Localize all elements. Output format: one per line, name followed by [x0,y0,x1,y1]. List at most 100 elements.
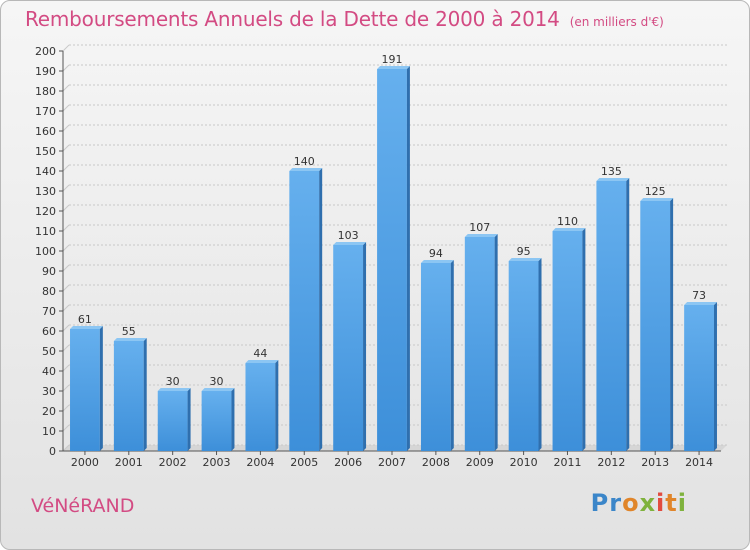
y-tick-label: 170 [35,105,56,118]
bar-value-label: 95 [517,245,531,258]
bar-top [157,388,191,391]
x-tick-label: 2005 [290,456,318,469]
gridline-depth [62,324,70,332]
x-tick-label: 2003 [203,456,231,469]
y-tick-label: 200 [35,45,56,58]
gridline-depth [62,344,70,352]
bar-top [640,198,674,201]
y-tick-label: 150 [35,145,56,158]
gridline-depth [62,284,70,292]
bar-value-label: 140 [294,155,315,168]
x-tick-label: 2004 [246,456,274,469]
bar [640,201,671,451]
y-tick-label: 100 [35,245,56,258]
bar-value-label: 103 [338,229,359,242]
bar [289,171,320,451]
bar-top [289,168,323,171]
bar-side [450,260,454,451]
y-tick-label: 70 [42,305,56,318]
gridline-depth [62,144,70,152]
logo-part-1: Pr [590,489,623,517]
gridline-depth [62,184,70,192]
bar-side [143,338,147,451]
bar-side [406,66,410,451]
gridline-depth [62,424,70,432]
bar-value-label: 61 [78,313,92,326]
bar-top [552,228,586,231]
bar-value-label: 107 [469,221,490,234]
bar-value-label: 30 [166,375,180,388]
x-tick-label: 2006 [334,456,362,469]
bar-top [508,258,542,261]
bar-side [275,360,279,451]
bar-top [245,360,279,363]
bar [245,363,276,451]
bar [201,391,232,451]
gridline-depth [62,304,70,312]
y-tick-label: 50 [42,345,56,358]
y-tick-label: 140 [35,165,56,178]
proxiti-logo: Proxiti [591,489,687,517]
x-tick-label: 2013 [641,456,669,469]
gridline-depth [62,44,70,52]
x-tick-label: 2000 [71,456,99,469]
y-tick-label: 60 [42,325,56,338]
y-tick-label: 90 [42,265,56,278]
bar-top [420,260,454,263]
y-tick-label: 10 [42,425,56,438]
bar-top [377,66,410,69]
bar-top [70,326,103,329]
bar [377,69,407,451]
x-tick-label: 2001 [115,456,143,469]
x-tick-label: 2010 [510,456,538,469]
logo-part-3: x [639,489,657,517]
chart-subtitle: (en milliers d'€) [569,15,664,29]
gridline-depth [62,244,70,252]
x-tick-label: 2002 [159,456,187,469]
gridline-depth [62,384,70,392]
bar-top [333,242,367,245]
bar-side [187,388,191,451]
x-tick-label: 2009 [466,456,494,469]
y-tick-label: 120 [35,205,56,218]
y-tick-label: 160 [35,125,56,138]
logo-part-5: t [665,489,678,517]
bar-side [494,234,498,451]
bar-side [319,168,323,451]
gridline-depth [62,124,70,132]
bar-side [713,302,717,451]
bar-side [626,178,630,451]
y-tick-label: 180 [35,85,56,98]
gridline-depth [62,204,70,212]
bar-value-label: 125 [645,185,666,198]
logo-part-2: o [622,489,640,517]
gridline-depth [62,224,70,232]
bar [113,341,144,451]
y-tick-label: 130 [35,185,56,198]
commune-name: VéNéRAND [31,495,135,517]
bar-top [201,388,235,391]
y-tick-label: 80 [42,285,56,298]
bar-side [670,198,674,451]
y-tick-label: 110 [35,225,56,238]
gridline-depth [62,444,70,452]
bar [508,261,539,451]
bar-value-label: 191 [382,53,403,66]
gridline-depth [62,104,70,112]
bar-value-label: 44 [253,347,267,360]
logo-part-6: i [677,489,687,517]
bar-side [231,388,235,451]
bar-value-label: 135 [601,165,622,178]
bar-side [99,326,103,451]
bar-side [582,228,586,451]
bar-top [464,234,498,237]
bar-top [596,178,630,181]
bar [552,231,583,451]
bar [684,305,714,451]
bar [596,181,627,451]
bar-side [363,242,367,451]
bar-side [538,258,542,451]
x-tick-label: 2014 [685,456,713,469]
bar [420,263,451,451]
